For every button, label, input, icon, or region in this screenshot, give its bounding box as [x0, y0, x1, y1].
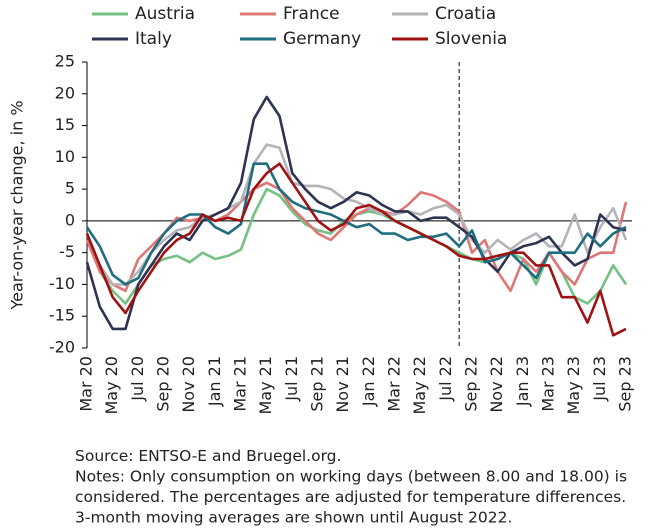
- series-line: [85, 143, 628, 286]
- x-tick-label: Sep 23: [616, 356, 635, 412]
- x-tick-label: Jul 21: [282, 356, 301, 402]
- note-line: Notes: Only consumption on working days …: [75, 468, 627, 486]
- legend-label: Germany: [283, 29, 361, 49]
- y-tick-label: -20: [49, 338, 75, 357]
- legend-label: Italy: [135, 29, 172, 49]
- y-tick-label: -5: [59, 242, 75, 261]
- legend-label: Croatia: [435, 4, 496, 24]
- y-tick-label: -15: [49, 306, 75, 325]
- x-tick-label: May 23: [564, 356, 583, 415]
- note-line: considered. The percentages are adjusted…: [75, 488, 626, 506]
- y-axis-label: Year-on-year change, in %: [8, 100, 27, 310]
- x-tick-label: Mar 22: [385, 356, 404, 412]
- note-line: 3-month moving averages are shown until …: [75, 509, 512, 527]
- x-tick-label: Jul 22: [436, 356, 455, 402]
- series-line: [85, 187, 628, 305]
- x-tick-label: Nov 20: [179, 356, 198, 413]
- x-tick-label: Sep 22: [462, 356, 481, 412]
- series-line: [85, 95, 627, 331]
- x-tick-label: Jan 22: [359, 356, 378, 407]
- x-tick-label: Mar 21: [231, 356, 250, 412]
- y-tick-label: -10: [49, 274, 75, 293]
- x-tick-label: Mar 23: [539, 356, 558, 412]
- x-tick-label: Jul 23: [590, 356, 609, 402]
- y-tick-label: 25: [55, 52, 75, 71]
- x-tick-label: May 20: [102, 356, 121, 415]
- y-tick-label: 0: [65, 210, 75, 229]
- x-tick-label: Mar 20: [77, 356, 96, 412]
- y-tick-label: 15: [55, 115, 75, 134]
- legend-label: Austria: [135, 4, 195, 24]
- y-tick-label: 10: [55, 147, 75, 166]
- x-tick-label: May 22: [410, 356, 429, 415]
- x-tick-label: Jan 23: [513, 356, 532, 407]
- legend-label: France: [283, 4, 340, 24]
- x-tick-label: Nov 21: [333, 356, 352, 413]
- x-tick-label: Jan 21: [205, 356, 224, 407]
- series-line: [85, 162, 627, 337]
- y-tick-label: 5: [65, 179, 75, 198]
- y-tick-label: 20: [55, 83, 75, 102]
- x-tick-label: Sep 20: [154, 356, 173, 412]
- series-line: [85, 181, 628, 293]
- note-line: Source: ENTSO-E and Bruegel.org.: [75, 447, 341, 465]
- x-tick-label: Sep 21: [308, 356, 327, 412]
- x-tick-label: Jul 20: [128, 356, 147, 402]
- series-line: [85, 162, 627, 286]
- x-tick-label: Nov 22: [487, 356, 506, 413]
- x-tick-label: May 21: [256, 356, 275, 415]
- legend-label: Slovenia: [435, 29, 507, 49]
